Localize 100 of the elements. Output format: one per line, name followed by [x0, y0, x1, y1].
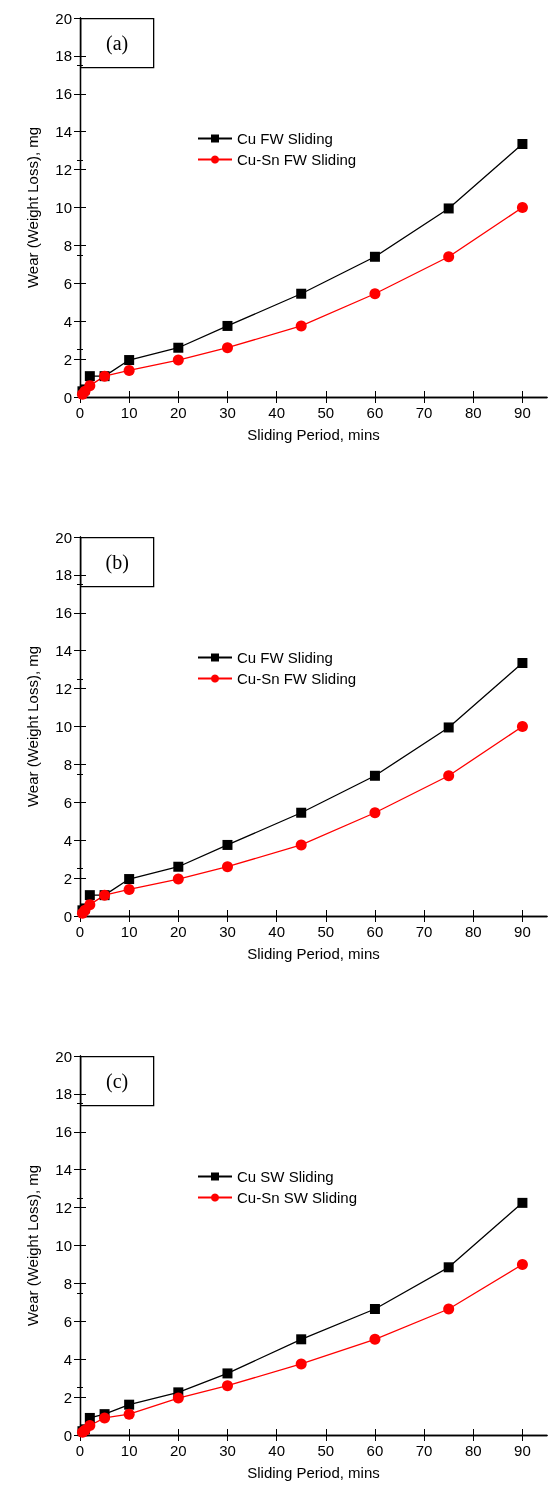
y-tick-label: 2 — [63, 350, 72, 368]
y-tick-label: 0 — [63, 907, 72, 925]
y-axis-title: Wear (Weight Loss), mg — [24, 645, 41, 808]
x-tick-label: 10 — [120, 404, 138, 421]
point — [84, 890, 95, 901]
point — [443, 722, 454, 733]
y-tick-label: 6 — [63, 793, 72, 811]
point — [296, 288, 307, 299]
x-axis-title: Sliding Period, mins — [247, 426, 380, 443]
point — [124, 1399, 135, 1410]
y-tick-label: 20 — [55, 9, 72, 27]
point — [84, 899, 96, 911]
point — [295, 839, 307, 851]
point — [443, 770, 455, 782]
x-tick-label: 0 — [75, 1442, 85, 1459]
point — [222, 839, 233, 850]
y-tick-label: 18 — [55, 47, 72, 65]
y-tick-label: 12 — [55, 680, 72, 698]
x-tick-label: 10 — [120, 1442, 138, 1459]
x-tick-label: 90 — [514, 1442, 531, 1459]
y-tick-label: 6 — [63, 274, 72, 292]
point — [295, 320, 307, 332]
point — [516, 1258, 528, 1270]
y-tick-label: 12 — [55, 161, 72, 179]
x-tick-label: 50 — [317, 1442, 335, 1459]
x-tick-label: 70 — [415, 1442, 433, 1459]
point — [443, 203, 454, 214]
point — [173, 861, 184, 872]
x-tick-label: 10 — [120, 923, 138, 940]
annotation: (c) — [106, 1070, 129, 1094]
x-tick-label: 30 — [219, 923, 236, 940]
x-tick-label: 70 — [415, 923, 433, 940]
point — [123, 1408, 135, 1420]
point — [172, 873, 184, 885]
point — [369, 770, 380, 781]
point — [124, 355, 135, 366]
legend-label: Cu SW Sliding — [237, 1168, 334, 1185]
y-tick-label: 10 — [55, 1237, 72, 1254]
y-tick-label: 2 — [63, 869, 72, 887]
y-tick-label: 18 — [55, 566, 72, 584]
point — [222, 320, 233, 331]
y-tick-label: 2 — [63, 1388, 72, 1406]
y-tick-label: 8 — [63, 236, 72, 254]
point — [369, 288, 381, 300]
point — [517, 139, 528, 150]
point — [99, 1412, 111, 1424]
point — [221, 861, 233, 873]
legend-label: Cu FW Sliding — [237, 130, 333, 147]
point — [221, 1380, 233, 1392]
point — [123, 364, 135, 376]
legend-label: Cu-Sn FW Sliding — [237, 670, 357, 687]
y-tick-label: 10 — [55, 199, 72, 216]
x-tick-label: 30 — [219, 404, 236, 421]
x-tick-label: 90 — [514, 923, 531, 940]
x-tick-label: 30 — [219, 1442, 236, 1459]
x-tick-label: 20 — [169, 1442, 187, 1459]
point — [369, 251, 380, 262]
point — [369, 807, 381, 819]
point — [516, 202, 528, 213]
point — [296, 807, 307, 818]
x-axis-title: Sliding Period, mins — [247, 1464, 380, 1481]
x-tick-label: 40 — [268, 404, 285, 421]
y-tick-label: 4 — [63, 1350, 72, 1368]
legend-label: Cu-Sn SW Sliding — [237, 1189, 358, 1206]
y-tick-label: 4 — [63, 831, 72, 849]
point — [84, 380, 96, 392]
point — [443, 1262, 454, 1273]
y-tick-label: 16 — [55, 85, 72, 103]
y-tick-label: 4 — [63, 312, 72, 330]
x-tick-label: 80 — [464, 1442, 482, 1459]
y-tick-label: 12 — [55, 1199, 72, 1217]
x-tick-label: 40 — [268, 1442, 285, 1459]
x-tick-label: 60 — [366, 1442, 384, 1459]
point — [517, 658, 528, 669]
point — [369, 1303, 380, 1314]
y-tick-label: 18 — [55, 1085, 72, 1103]
point — [295, 1358, 307, 1370]
y-tick-label: 14 — [55, 1161, 72, 1179]
x-tick-label: 80 — [464, 923, 482, 940]
y-axis-title: Wear (Weight Loss), mg — [24, 1164, 41, 1327]
x-tick-label: 60 — [366, 923, 384, 940]
point — [369, 1333, 381, 1345]
y-tick-label: 0 — [63, 388, 72, 406]
y-tick-label: 20 — [55, 1047, 72, 1065]
point — [172, 1392, 184, 1404]
legend-label: Cu-Sn FW Sliding — [237, 151, 357, 168]
point — [516, 721, 528, 732]
point — [84, 1420, 96, 1432]
y-tick-label: 10 — [55, 718, 72, 735]
point — [124, 874, 135, 885]
x-tick-label: 40 — [268, 923, 285, 940]
x-tick-label: 80 — [464, 404, 482, 421]
legend-label: Cu FW Sliding — [237, 649, 333, 666]
y-tick-label: 20 — [55, 528, 72, 546]
x-tick-label: 20 — [169, 923, 187, 940]
x-tick-label: 0 — [75, 404, 85, 421]
point — [221, 342, 233, 354]
x-tick-label: 0 — [75, 923, 85, 940]
point — [123, 883, 135, 895]
y-tick-label: 6 — [63, 1312, 72, 1330]
